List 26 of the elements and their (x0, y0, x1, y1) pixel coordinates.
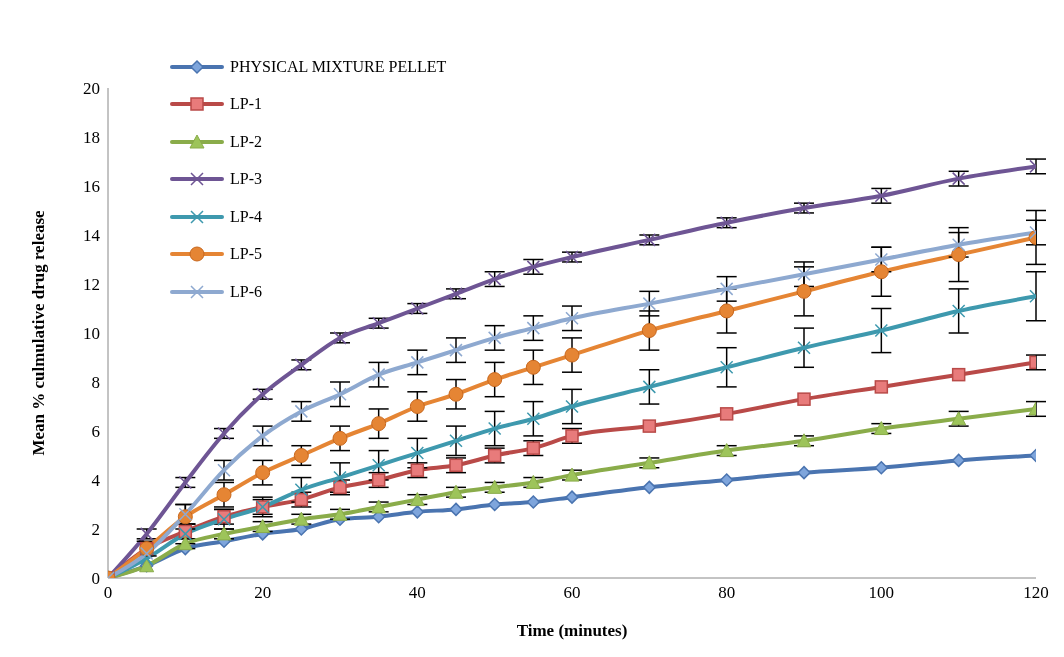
legend-label: LP-2 (230, 132, 262, 151)
x-tick-label: 20 (254, 583, 272, 603)
x-tick-label: 120 (1023, 583, 1049, 603)
x-tick-label: 80 (718, 583, 736, 603)
y-tick-label: 0 (91, 569, 100, 589)
x-tick-label: 100 (868, 583, 895, 603)
y-tick-label: 16 (83, 177, 100, 197)
y-axis-title: Mean % culmulative drug release (29, 209, 49, 456)
y-tick-label: 14 (83, 226, 101, 246)
x-tick-label: 40 (408, 583, 426, 603)
legend-label: LP-5 (230, 245, 262, 264)
y-tick-label: 8 (91, 373, 100, 393)
y-tick-label: 6 (91, 422, 100, 442)
y-tick-label: 4 (91, 471, 101, 491)
legend-label: LP-4 (230, 207, 262, 226)
legend-label: LP-1 (230, 95, 262, 114)
y-tick-label: 2 (91, 520, 100, 540)
legend-label: LP-3 (230, 170, 262, 189)
y-tick-label: 12 (83, 275, 100, 295)
y-tick-label: 10 (83, 324, 100, 344)
y-tick-label: 18 (83, 128, 100, 148)
x-axis-title: Time (minutes) (516, 621, 628, 640)
x-tick-label: 60 (563, 583, 581, 603)
legend-label: PHYSICAL MIXTURE PELLET (230, 57, 447, 76)
legend-label: LP-6 (230, 282, 262, 301)
y-tick-label: 20 (83, 79, 100, 99)
